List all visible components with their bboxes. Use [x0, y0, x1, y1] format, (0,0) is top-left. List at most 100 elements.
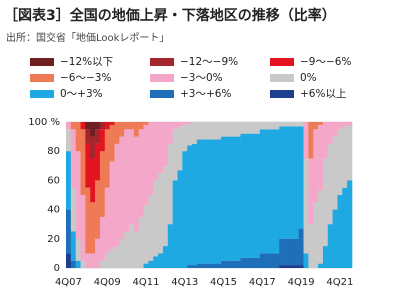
bar-segment [347, 122, 353, 125]
bar-segment [85, 187, 91, 254]
bar-segment [298, 126, 304, 229]
bar-segment [284, 265, 290, 268]
bar-segment [104, 253, 110, 268]
bar-segment [80, 122, 86, 130]
legend-label: −3〜0% [180, 72, 223, 84]
bar-segment [250, 133, 256, 258]
bar-segment [318, 124, 324, 191]
bar-segment [337, 195, 343, 268]
bar-segment [133, 136, 140, 232]
bar-segment [240, 133, 246, 258]
bar-segment [264, 253, 270, 268]
bar-segment [80, 195, 86, 261]
bar-segment [70, 122, 76, 130]
bar-segment [177, 126, 183, 171]
legend-swatch [30, 90, 54, 98]
bar-segment [211, 139, 217, 264]
bar-segment [298, 122, 304, 127]
bar-segment [66, 122, 72, 130]
bar-segment [337, 129, 343, 195]
bar-segment [279, 126, 285, 239]
legend-label: −12〜−9% [180, 56, 238, 68]
bar-segment [201, 139, 207, 264]
bar-segment [240, 122, 246, 134]
bar-segment [129, 129, 135, 225]
bar-segment [288, 238, 295, 266]
legend-swatch [150, 74, 174, 82]
x-tick-label: 4Q13 [171, 277, 198, 288]
bar-segment [230, 260, 236, 268]
bar-segment [172, 122, 178, 130]
bar-segment [114, 122, 120, 144]
bar-segment [75, 260, 81, 268]
y-tick-label: 100 % [28, 117, 60, 128]
bar-segment [216, 122, 222, 140]
bar-segment [124, 122, 130, 130]
legend-label: −6〜−3% [60, 72, 111, 84]
bar-segment [196, 122, 203, 140]
legend-label: +6%以上 [300, 88, 346, 100]
bar-segment [99, 122, 106, 130]
bar-segment [99, 151, 106, 217]
y-tick-label: 60 [47, 175, 60, 186]
bar-segment [119, 136, 125, 239]
bar-segment [95, 143, 101, 181]
bar-segment [172, 129, 178, 181]
y-tick-label: 0 [54, 263, 60, 274]
bar-segment [279, 238, 285, 266]
chart-subtitle: 出所：国交省「地価Lookレポート」 [6, 31, 169, 44]
bar-segment [196, 263, 203, 268]
legend-swatch [30, 58, 54, 66]
bar-segment [274, 122, 280, 130]
legend-label: 0% [300, 72, 317, 84]
legend-swatch [270, 74, 294, 82]
bar-segment [162, 165, 169, 247]
bar-segment [221, 122, 227, 137]
bar-segment [143, 124, 149, 206]
bar-segment [255, 257, 261, 268]
legend-label: −9〜−6% [300, 56, 351, 68]
bar-segment [225, 136, 232, 261]
bar-segment [182, 122, 188, 125]
bar-segment [90, 136, 96, 159]
bar-segment [182, 151, 188, 268]
x-tick-label: 4Q09 [94, 277, 121, 288]
bar-segment [216, 139, 222, 264]
bar-segment [245, 133, 251, 258]
legend-label: +3〜+6% [180, 88, 231, 100]
bar-segment [274, 129, 280, 254]
bar-segment [90, 122, 96, 137]
bar-segment [129, 122, 135, 130]
bar-segment [104, 122, 110, 130]
bar-segment [279, 265, 285, 268]
bar-segment [138, 216, 144, 268]
bar-segment [308, 224, 314, 268]
bar-segment [288, 122, 295, 127]
bar-segment [99, 216, 106, 261]
bar-segment [206, 122, 212, 140]
x-tick-label: 4Q17 [249, 277, 276, 288]
bar-segment [124, 231, 130, 268]
bar-segment [201, 122, 207, 140]
axes: 0 20 40 60 80 100 % 4Q07 4Q09 4Q11 4Q13 4Q15 4Q17 4Q… [28, 117, 353, 288]
bar-segment [303, 122, 309, 159]
bar-segment [109, 249, 115, 268]
bar-segment [187, 122, 193, 124]
bar-segment [269, 253, 275, 268]
bar-segment [104, 129, 110, 188]
bar-segment [109, 124, 115, 162]
bar-segment [158, 173, 164, 254]
legend-swatch [150, 58, 174, 66]
x-tick-label: 4Q11 [132, 277, 159, 288]
bar-segment [70, 231, 76, 261]
bar-segment [313, 129, 319, 203]
bar-segment [90, 253, 96, 268]
bar-segment [216, 263, 222, 268]
bar-segment [288, 126, 295, 239]
bar-segment [298, 228, 304, 266]
bar-segment [284, 126, 290, 239]
bar-segment [177, 170, 183, 268]
bar-segment [245, 122, 251, 134]
bar-segment [143, 205, 149, 264]
bar-segment [148, 122, 154, 195]
